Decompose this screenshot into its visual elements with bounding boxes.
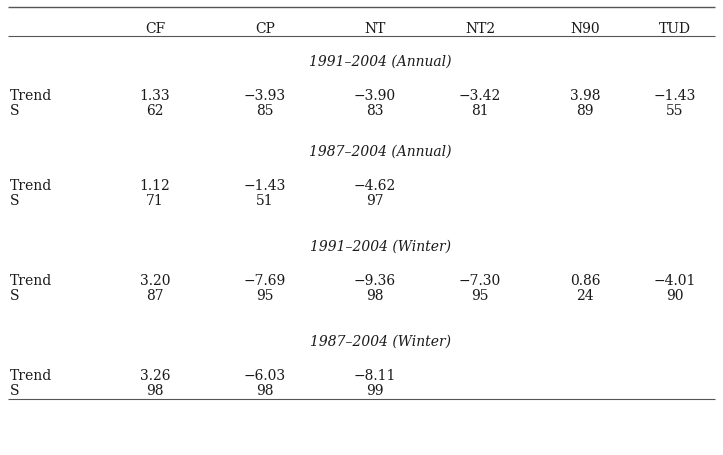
- Text: −3.93: −3.93: [244, 89, 286, 103]
- Text: S: S: [10, 288, 20, 302]
- Text: 99: 99: [367, 383, 384, 397]
- Text: −3.42: −3.42: [459, 89, 501, 103]
- Text: −9.36: −9.36: [354, 273, 396, 288]
- Text: 98: 98: [367, 288, 384, 302]
- Text: Trend: Trend: [10, 368, 52, 382]
- Text: 95: 95: [471, 288, 489, 302]
- Text: −7.69: −7.69: [244, 273, 286, 288]
- Text: 55: 55: [667, 104, 684, 118]
- Text: −1.43: −1.43: [654, 89, 696, 103]
- Text: 1987–2004 (Winter): 1987–2004 (Winter): [309, 334, 450, 348]
- Text: S: S: [10, 104, 20, 118]
- Text: CF: CF: [145, 22, 165, 36]
- Text: −4.62: −4.62: [354, 179, 396, 192]
- Text: 1991–2004 (Annual): 1991–2004 (Annual): [309, 55, 451, 69]
- Text: 62: 62: [146, 104, 163, 118]
- Text: 98: 98: [256, 383, 274, 397]
- Text: −3.90: −3.90: [354, 89, 396, 103]
- Text: −8.11: −8.11: [354, 368, 396, 382]
- Text: 97: 97: [366, 193, 384, 207]
- Text: −4.01: −4.01: [654, 273, 696, 288]
- Text: 1.12: 1.12: [140, 179, 171, 192]
- Text: −6.03: −6.03: [244, 368, 286, 382]
- Text: S: S: [10, 193, 20, 207]
- Text: N90: N90: [570, 22, 600, 36]
- Text: 1991–2004 (Winter): 1991–2004 (Winter): [309, 239, 450, 253]
- Text: TUD: TUD: [659, 22, 691, 36]
- Text: Trend: Trend: [10, 273, 52, 288]
- Text: 3.98: 3.98: [570, 89, 600, 103]
- Text: 89: 89: [576, 104, 594, 118]
- Text: 51: 51: [256, 193, 274, 207]
- Text: 87: 87: [146, 288, 164, 302]
- Text: 85: 85: [256, 104, 274, 118]
- Text: 1.33: 1.33: [140, 89, 171, 103]
- Text: 98: 98: [146, 383, 163, 397]
- Text: S: S: [10, 383, 20, 397]
- Text: NT2: NT2: [465, 22, 495, 36]
- Text: 0.86: 0.86: [570, 273, 600, 288]
- Text: 3.20: 3.20: [140, 273, 170, 288]
- Text: −7.30: −7.30: [459, 273, 501, 288]
- Text: Trend: Trend: [10, 89, 52, 103]
- Text: CP: CP: [255, 22, 275, 36]
- Text: 1987–2004 (Annual): 1987–2004 (Annual): [309, 145, 451, 159]
- Text: 71: 71: [146, 193, 164, 207]
- Text: 95: 95: [256, 288, 274, 302]
- Text: −1.43: −1.43: [244, 179, 286, 192]
- Text: 24: 24: [576, 288, 594, 302]
- Text: 81: 81: [471, 104, 489, 118]
- Text: NT: NT: [364, 22, 385, 36]
- Text: 83: 83: [367, 104, 384, 118]
- Text: 3.26: 3.26: [140, 368, 170, 382]
- Text: Trend: Trend: [10, 179, 52, 192]
- Text: 90: 90: [667, 288, 684, 302]
